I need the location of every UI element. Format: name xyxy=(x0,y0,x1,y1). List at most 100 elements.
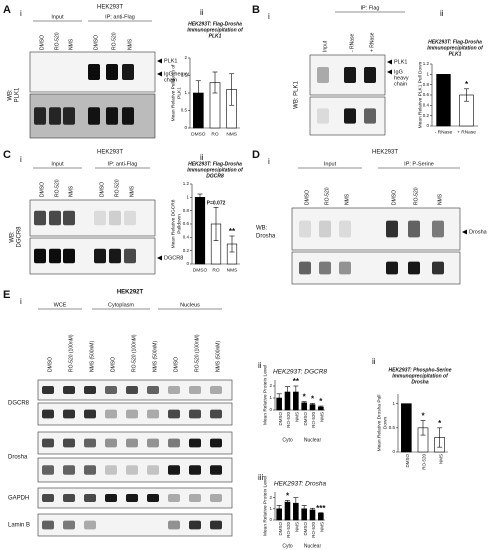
annotation: * xyxy=(319,397,323,406)
lane-label: RO-520 xyxy=(114,179,120,197)
lane-label: RO-520 (100nM) xyxy=(131,334,137,372)
x-tick-label: RO xyxy=(212,267,219,273)
band xyxy=(84,494,96,502)
lane-label: RO-520 (100nM) xyxy=(68,334,74,372)
wb-label: DGCR8 xyxy=(17,226,23,248)
x-tick-label: RO-520 xyxy=(311,412,316,428)
lane-label: Input xyxy=(322,40,328,52)
band xyxy=(319,261,331,275)
lane-label: NMS xyxy=(68,38,74,50)
error-bar xyxy=(197,193,203,201)
arrow xyxy=(157,71,162,77)
lane-label: NMS xyxy=(437,193,443,205)
lane-label: NMS xyxy=(129,185,135,197)
wb-label: PLK1 xyxy=(15,87,21,102)
marker-label: PLK1 xyxy=(164,58,177,64)
y-tick-label: 0.4 xyxy=(183,235,190,240)
x-tick-label: DMSO xyxy=(278,522,283,536)
lane-label: NMS (500nM) xyxy=(152,341,158,372)
marker-label: IgG heavy xyxy=(164,71,189,77)
band xyxy=(105,409,117,419)
marker-label: heavy xyxy=(394,75,409,81)
band xyxy=(34,107,46,125)
marker-label: PLK1 xyxy=(394,59,407,65)
band xyxy=(109,210,121,226)
band xyxy=(210,386,222,394)
chart-title: DGCR8 xyxy=(206,173,224,179)
lane-label: DMSO xyxy=(93,35,99,50)
x-tick-label: + RNase xyxy=(457,129,476,135)
error-bar xyxy=(301,401,307,405)
error-bar xyxy=(318,512,324,515)
y-tick-label: 0 xyxy=(269,517,272,522)
panel-sub: ii xyxy=(200,8,204,17)
error-bar xyxy=(437,427,443,448)
bar xyxy=(284,501,291,521)
bar xyxy=(401,403,412,453)
x-tick-label: RO-520 xyxy=(286,412,291,428)
lane-label: DMSO xyxy=(39,182,45,197)
chart-title: Immunoprecipitation of xyxy=(427,45,484,51)
band xyxy=(344,67,356,83)
arrow xyxy=(387,59,392,65)
band xyxy=(63,210,75,226)
band xyxy=(319,220,331,238)
band xyxy=(432,261,444,275)
x-tick-label: NMS xyxy=(227,267,238,273)
x-tick-label: DMSO xyxy=(193,267,208,273)
y-tick-label: 1 xyxy=(186,195,189,200)
band xyxy=(34,210,46,226)
error-bar xyxy=(276,505,282,513)
y-tick-label: 0 xyxy=(269,407,272,412)
error-bar xyxy=(310,507,315,512)
band xyxy=(344,108,356,124)
band xyxy=(147,386,159,394)
lane-label: RO-520 xyxy=(413,187,419,205)
band xyxy=(126,494,138,502)
band xyxy=(317,108,329,124)
band xyxy=(84,409,96,419)
y-tick-label: 0.4 xyxy=(423,103,430,108)
band xyxy=(63,409,75,419)
error-bar xyxy=(285,500,290,505)
band xyxy=(63,438,75,448)
group-label: Input xyxy=(324,161,337,167)
chart-title: HEK293T: Drosha xyxy=(274,481,327,488)
band xyxy=(386,220,398,238)
arrow xyxy=(157,255,162,261)
y-tick-label: 0 xyxy=(426,123,429,128)
arrow xyxy=(157,58,162,64)
chart-title: HEK293T: Flag-Drosha xyxy=(188,161,242,167)
x-tick-label: RO-520 xyxy=(422,454,427,470)
band xyxy=(63,386,75,394)
x-tick-label: NMS xyxy=(295,522,300,532)
chart-title: HEK293T: Flag-Drosha xyxy=(188,21,242,27)
wb-label: WB: PLK1 xyxy=(294,81,300,109)
group-label: Cytoplasm xyxy=(108,302,134,308)
panel-sub: i xyxy=(20,9,22,18)
y-tick-label: 1.2 xyxy=(183,181,190,186)
y-tick-label: 2 xyxy=(269,383,272,388)
chart-title: Drosha xyxy=(411,379,428,385)
y-axis-label: Mean Relative Drosha Pull xyxy=(376,395,382,452)
band xyxy=(147,465,159,475)
error-bar xyxy=(229,73,235,106)
band xyxy=(49,248,61,264)
band xyxy=(122,107,134,125)
band xyxy=(189,409,201,419)
error-bar xyxy=(285,386,290,398)
blot xyxy=(29,237,156,275)
panel-sub: ii xyxy=(200,153,204,162)
y-tick-label: 0.6 xyxy=(183,221,190,226)
band xyxy=(122,64,134,80)
y-tick-label: 1 xyxy=(426,72,429,77)
lane-label: RO-520 xyxy=(324,187,330,205)
group-label: WCE xyxy=(54,302,67,308)
band xyxy=(84,520,96,530)
marker-label: chain xyxy=(164,77,177,83)
panel-sub: ii xyxy=(372,357,376,366)
band xyxy=(42,438,54,448)
y-tick-label: 1 xyxy=(269,395,272,400)
lane-label: RO-520 (100nM) xyxy=(194,334,200,372)
blot xyxy=(29,199,156,237)
